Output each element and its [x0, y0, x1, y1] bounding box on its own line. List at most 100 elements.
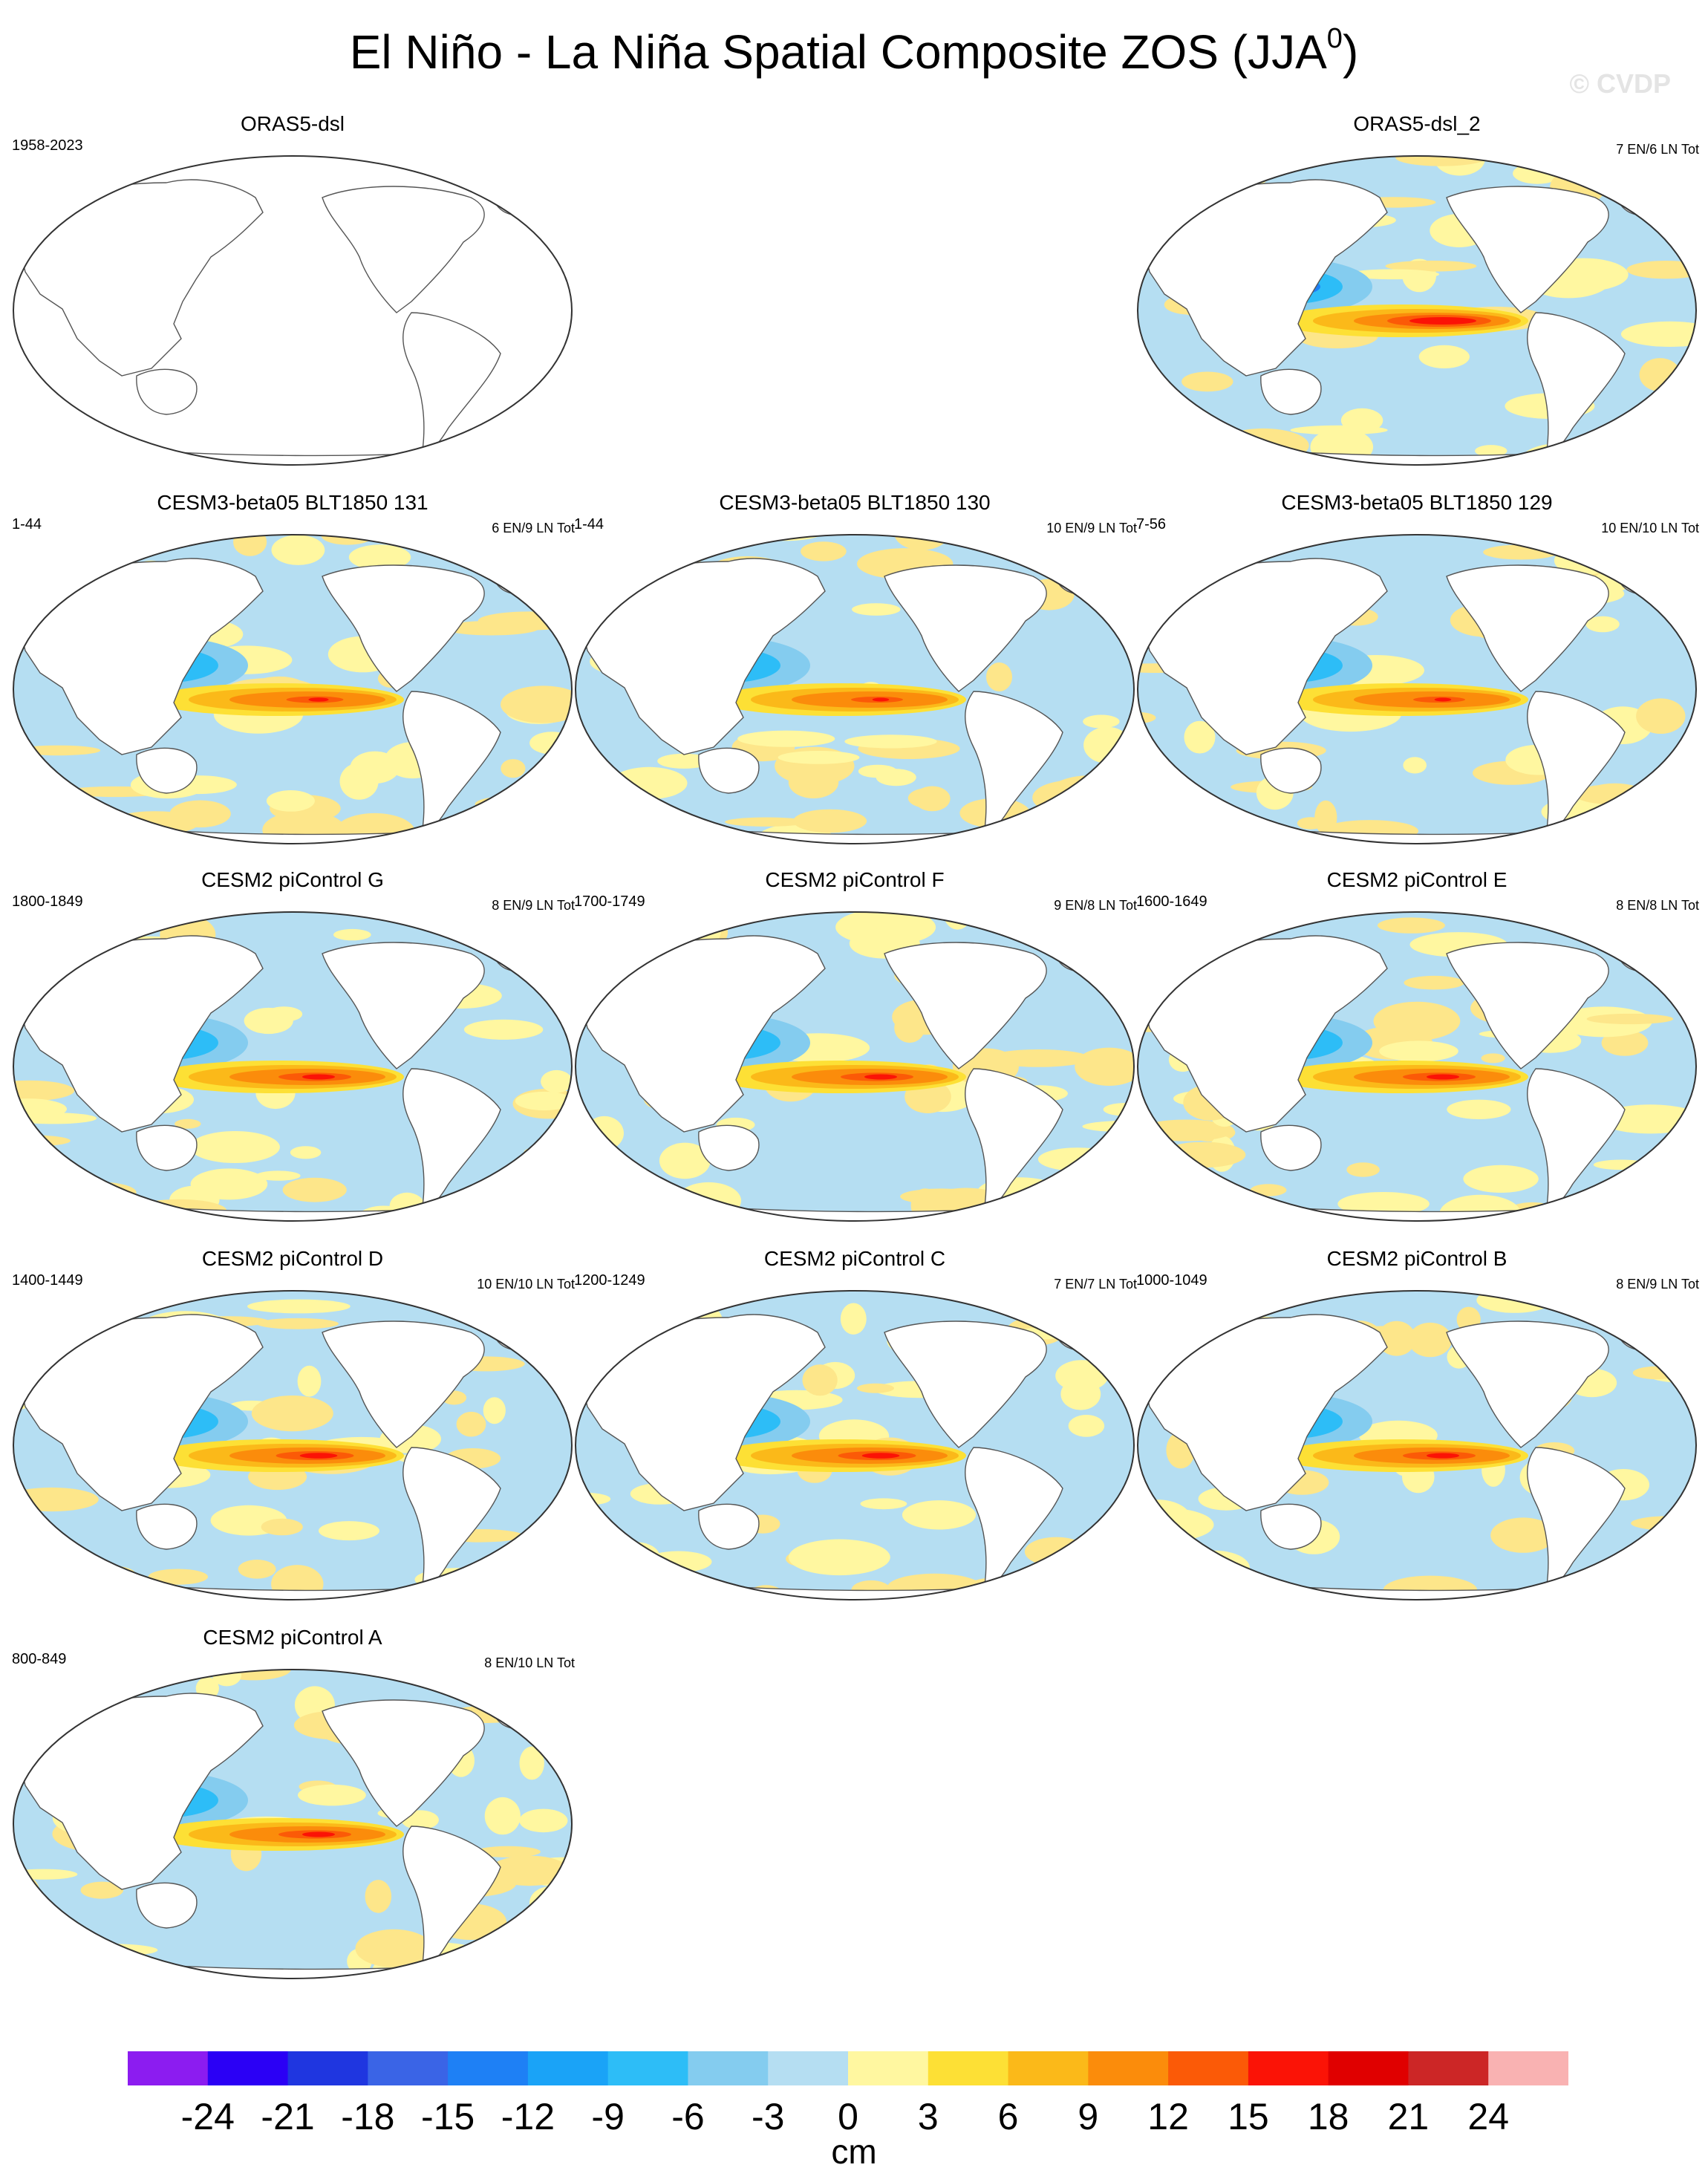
anomaly-patch	[148, 1569, 208, 1585]
anomaly-patch	[524, 1145, 572, 1159]
anomaly-patch	[190, 1168, 268, 1200]
panel-event-count: 10 EN/10 LN Tot	[477, 1277, 575, 1292]
anomaly-patch	[515, 1332, 572, 1344]
anomaly-patch	[13, 770, 57, 785]
land-outline	[884, 564, 1047, 692]
anomaly-patch	[576, 536, 651, 558]
panel-title: CESM3-beta05 BLT1850 131	[157, 491, 428, 514]
anomaly-patch	[1593, 1563, 1620, 1592]
anomaly-patch	[365, 1880, 392, 1913]
anomaly-patch	[501, 1570, 526, 1600]
anomaly-patch	[348, 544, 411, 570]
panel-map	[575, 911, 1135, 1222]
panel-years-label: 1200-1249	[574, 1272, 645, 1289]
anomaly-patch	[261, 1518, 303, 1536]
land-outline	[322, 942, 485, 1069]
anomaly-patch	[251, 1395, 333, 1432]
anomaly-patch	[1140, 553, 1176, 570]
anomaly-patch	[529, 1886, 570, 1920]
colorbar-swatch	[207, 2051, 289, 2085]
anomaly-patch	[1138, 204, 1193, 226]
anomaly-patch	[793, 809, 867, 833]
anomaly-patch	[282, 1177, 347, 1202]
anomaly-patch	[788, 1539, 890, 1576]
anomaly-patch	[1060, 1378, 1101, 1410]
panel-cesm2-picontrol-f: CESM2 piControl F 1700-1749 9 EN/8 LN Tot	[573, 867, 1137, 1224]
land-outline	[698, 1503, 760, 1550]
anomaly-patch	[876, 769, 916, 787]
land-outline	[1446, 186, 1609, 313]
panel-oras5-dsl-2: ORAS5-dsl_2 7 EN/6 LN Tot	[1135, 111, 1699, 468]
anomaly-patch	[1032, 780, 1109, 815]
anomaly-patch	[1658, 813, 1688, 844]
anomaly-patch	[802, 1364, 838, 1396]
anomaly-patch	[33, 1538, 79, 1573]
anomaly-patch	[1138, 1533, 1190, 1544]
colorbar-tick-label: -9	[591, 2096, 625, 2137]
panel-event-count: 8 EN/8 LN Tot	[1616, 898, 1699, 913]
panel-map	[1137, 155, 1697, 466]
anomaly-patch	[86, 1566, 136, 1583]
anomaly-patch	[175, 1118, 201, 1129]
equatorial-positive-anomaly	[1409, 317, 1476, 325]
anomaly-patch	[645, 1551, 712, 1573]
anomaly-patch	[599, 1168, 625, 1202]
colorbar-swatch	[287, 2051, 368, 2085]
anomaly-patch	[297, 1365, 322, 1397]
anomaly-patch	[143, 535, 178, 546]
anomaly-patch	[469, 1185, 570, 1215]
anomaly-patch	[1404, 975, 1464, 990]
panel-map	[13, 534, 573, 844]
panel-map	[575, 1290, 1135, 1600]
panel-cesm3-beta05-blt1850-131: CESM3-beta05 BLT1850 131 1-44 6 EN/9 LN To…	[10, 490, 575, 847]
panel-map	[13, 911, 573, 1222]
anomaly-patch	[1138, 557, 1228, 576]
anomaly-patch	[676, 1182, 742, 1219]
panel-event-count: 8 EN/10 LN Tot	[484, 1655, 575, 1670]
land-outline	[884, 942, 1047, 1069]
land-outline	[136, 1503, 198, 1550]
colorbar-swatch	[688, 2051, 769, 2085]
colorbar-swatch	[1328, 2051, 1409, 2085]
colorbar-swatch	[128, 2051, 209, 2085]
map-border	[13, 1290, 573, 1600]
map-border	[1137, 155, 1697, 466]
anomaly-patch	[355, 1929, 433, 1967]
panel-oras5-dsl: ORAS5-dsl 1958-2023	[10, 111, 575, 468]
panel-map	[1137, 534, 1697, 844]
anomaly-patch	[18, 1935, 89, 1963]
land-outline	[322, 564, 485, 692]
land-outline	[322, 186, 485, 313]
anomaly-patch	[788, 766, 839, 798]
panel-title: CESM2 piControl E	[1326, 868, 1507, 891]
anomaly-patch	[430, 1207, 518, 1221]
panel-cesm3-beta05-blt1850-129: CESM3-beta05 BLT1850 129 7-56 10 EN/10 LN …	[1135, 490, 1699, 847]
panel-event-count: 9 EN/8 LN Tot	[1054, 898, 1137, 913]
anomaly-patch	[1075, 1047, 1134, 1087]
panel-title: CESM3-beta05 BLT1850 130	[719, 491, 991, 514]
anomaly-patch	[16, 745, 101, 756]
anomaly-patch	[505, 941, 572, 955]
anomaly-patch	[1086, 1540, 1134, 1569]
anomaly-patch	[1083, 714, 1120, 729]
colorbar-swatch	[768, 2051, 849, 2085]
anomaly-patch	[1250, 1184, 1287, 1196]
land-outline	[1446, 942, 1609, 1069]
colorbar-tick-label: 24	[1467, 2096, 1510, 2137]
anomaly-patch	[860, 1498, 907, 1510]
panel-title: CESM2 piControl B	[1326, 1247, 1507, 1270]
anomaly-patch	[1079, 912, 1134, 928]
anomaly-patch	[548, 955, 572, 965]
anomaly-patch	[1184, 720, 1216, 754]
anomaly-patch	[544, 1191, 572, 1221]
anomaly-patch	[1636, 698, 1686, 734]
land-outline	[17, 179, 264, 377]
colorbar-tick-label: -21	[261, 2096, 315, 2137]
map-border	[13, 1669, 573, 1979]
panel-cesm2-picontrol-g: CESM2 piControl G 1800-1849 8 EN/9 LN Tot	[10, 867, 575, 1224]
anomaly-patch	[1490, 1517, 1556, 1553]
anomaly-patch	[247, 1299, 351, 1314]
anomaly-patch	[1159, 801, 1210, 811]
figure-title-text: El Niño - La Niña Spatial Composite ZOS …	[349, 25, 1327, 79]
panel-title: ORAS5-dsl	[240, 112, 345, 135]
